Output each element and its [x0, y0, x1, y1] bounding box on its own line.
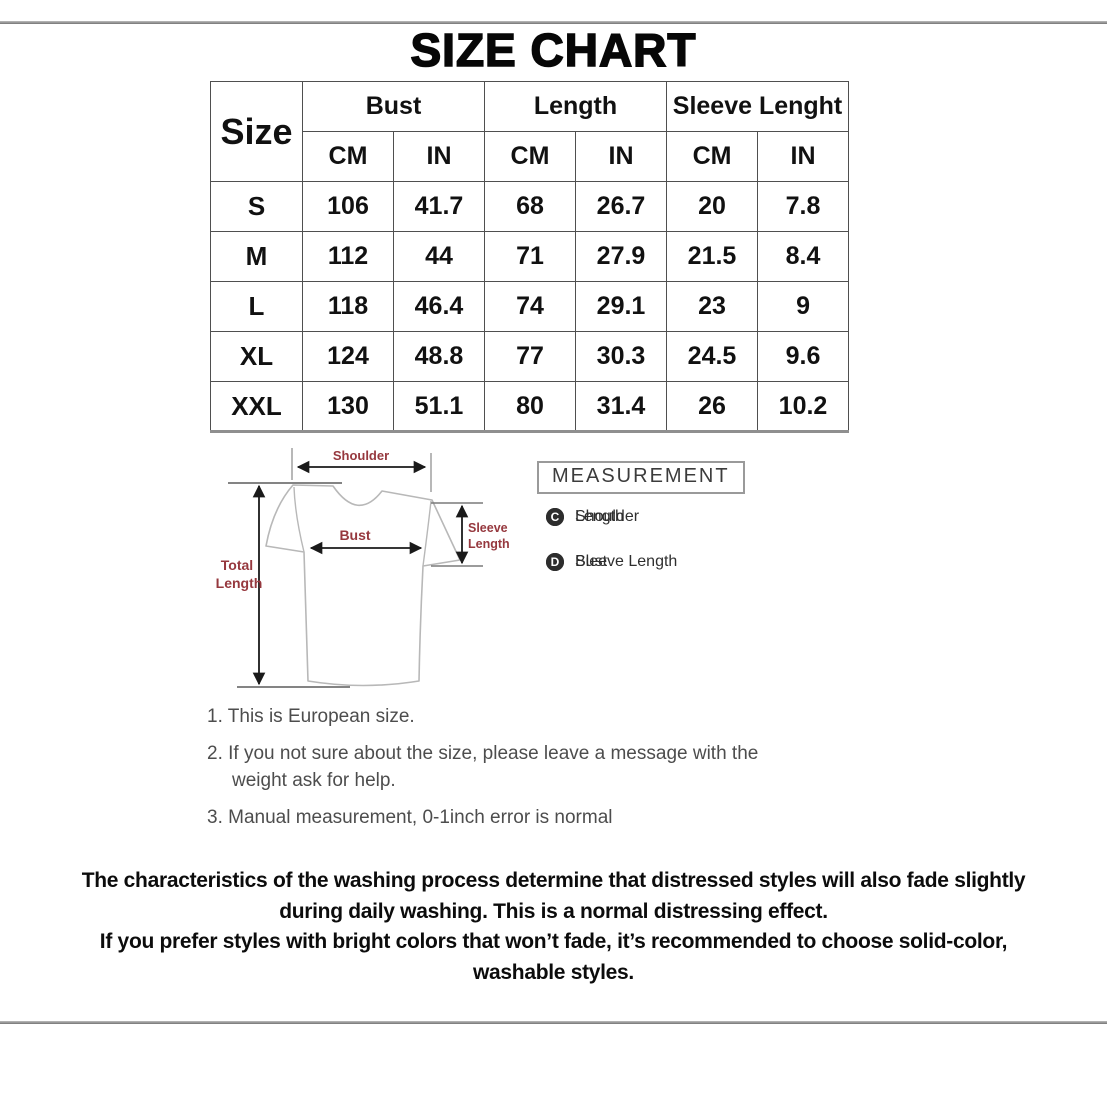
- legend-item-sleeve-length: D Sleeve Length: [546, 553, 677, 571]
- length-group-header: Length: [483, 81, 668, 132]
- table-cell: 31.4: [574, 381, 668, 432]
- note-3: 3. Manual measurement, 0-1inch error is …: [207, 807, 613, 828]
- table-row-s: S 106 41.7 68 26.7 20 7.8: [210, 181, 850, 232]
- table-cell: 46.4: [393, 281, 485, 332]
- size-chart-table: Size Bust Length Sleeve Lenght CM IN CM …: [210, 81, 850, 433]
- table-cell: 51.1: [393, 381, 485, 432]
- bust-in-header: IN: [393, 131, 485, 182]
- table-row-l: L 118 46.4 74 29.1 23 9: [210, 281, 850, 332]
- sleeve-length-label-line2: Length: [468, 537, 510, 551]
- size-label-cell: L: [210, 281, 303, 332]
- legend-marker-c: C: [546, 508, 564, 526]
- table-cell: 106: [302, 181, 394, 232]
- top-divider-line: [0, 21, 1107, 24]
- length-cm-header: CM: [484, 131, 576, 182]
- legend-label: Shoulder: [575, 508, 640, 525]
- table-row-xl: XL 124 48.8 77 30.3 24.5 9.6: [210, 331, 850, 382]
- table-header-row-units: CM IN CM IN CM IN: [211, 131, 850, 182]
- table-cell: 124: [302, 331, 394, 382]
- table-row-xxl: XXL 130 51.1 80 31.4 26 10.2: [210, 381, 850, 432]
- table-cell: 26.7: [574, 181, 668, 232]
- table-row-m: M 112 44 71 27.9 21.5 8.4: [210, 231, 850, 282]
- size-label-cell: S: [210, 181, 303, 232]
- washing-notice-line: If you prefer styles with bright colors …: [99, 930, 1008, 953]
- length-in-header: IN: [574, 131, 668, 182]
- table-cell: 77: [484, 331, 576, 382]
- size-label-cell: XL: [210, 331, 303, 382]
- table-cell: 74: [484, 281, 576, 332]
- table-cell: 80: [484, 381, 576, 432]
- bust-label: Bust: [339, 527, 370, 543]
- page-title: SIZE CHART: [410, 23, 697, 77]
- table-cell: 41.7: [393, 181, 485, 232]
- legend-marker-d: D: [546, 553, 564, 571]
- size-label-cell: M: [210, 231, 303, 282]
- sleeve-in-header: IN: [757, 131, 850, 182]
- washing-notice-line: washable styles.: [473, 960, 634, 984]
- table-cell: 20: [666, 181, 759, 232]
- table-cell: 21.5: [666, 231, 759, 282]
- table-cell: 24.5: [666, 331, 759, 382]
- table-cell: 9: [757, 281, 850, 332]
- bust-cm-header: CM: [302, 131, 394, 182]
- table-cell: 30.3: [574, 331, 668, 382]
- table-cell: 9.6: [757, 331, 850, 382]
- legend-label: Bust: [575, 553, 608, 570]
- size-notes: 1. This is European size. 2. If you not …: [207, 703, 758, 831]
- washing-notice-line: during daily washing. This is a normal d…: [279, 899, 828, 923]
- sleeve-group-header: Sleeve Lenght: [666, 81, 850, 132]
- left-armhole-seam: [293, 486, 305, 553]
- table-cell: 10.2: [757, 381, 850, 432]
- washing-notice-line: The characteristics of the washing proce…: [81, 869, 1026, 892]
- legend-item-length: C Length: [546, 508, 624, 526]
- washing-notice-paragraph: The characteristics of the washing proce…: [0, 866, 1107, 988]
- bust-group-header: Bust: [302, 81, 485, 132]
- note-2-line2: weight ask for help.: [232, 770, 396, 791]
- table-cell: 23: [666, 281, 759, 332]
- table-cell: 8.4: [757, 231, 850, 282]
- table-cell: 27.9: [574, 231, 668, 282]
- size-label-cell: XXL: [210, 381, 303, 432]
- tshirt-measurement-diagram: Shoulder Bust Sleeve Length Total Length: [216, 448, 510, 688]
- table-cell: 48.8: [393, 331, 485, 382]
- legend-label: Length: [575, 508, 624, 525]
- measurement-title-box: MEASUREMENT: [537, 461, 745, 494]
- table-cell: 26: [666, 381, 759, 432]
- bottom-divider-line: [0, 1021, 1107, 1024]
- table-cell: 44: [393, 231, 485, 282]
- table-cell: 68: [484, 181, 576, 232]
- table-header-row-groups: Size Bust Length Sleeve Lenght: [210, 81, 850, 182]
- table-cell: 71: [484, 231, 576, 282]
- table-cell: 118: [302, 281, 394, 332]
- total-length-label-line1: Total: [221, 557, 253, 573]
- sleeve-cm-header: CM: [666, 131, 759, 182]
- table-cell: 112: [302, 231, 394, 282]
- tshirt-outline: [265, 484, 461, 687]
- note-1: 1. This is European size.: [207, 706, 415, 727]
- table-cell: 7.8: [757, 181, 850, 232]
- sleeve-length-label-line1: Sleeve: [468, 521, 508, 535]
- table-cell: 29.1: [574, 281, 668, 332]
- note-2-line1: 2. If you not sure about the size, pleas…: [207, 743, 759, 764]
- legend-label: Sleeve Length: [575, 553, 678, 570]
- size-column-header: Size: [210, 81, 303, 182]
- shoulder-label: Shoulder: [333, 448, 389, 463]
- measurement-legend: A Shoulder C Length B Bust D Sleeve Leng…: [546, 508, 846, 598]
- right-armhole-seam: [422, 500, 432, 567]
- total-length-label-line2: Length: [216, 575, 263, 591]
- table-cell: 130: [302, 381, 394, 432]
